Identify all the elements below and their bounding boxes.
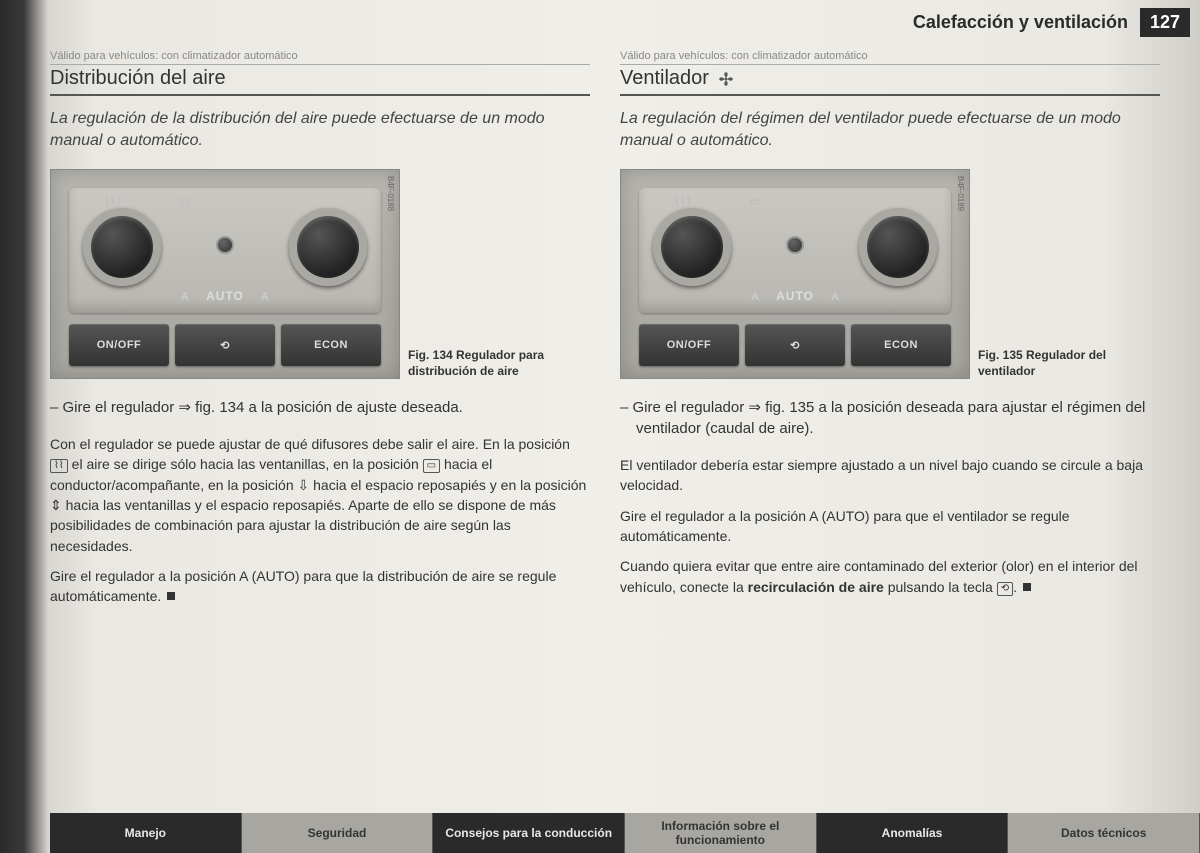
page-number: 127 <box>1140 8 1190 37</box>
updown-arrow-icon: ⇕ <box>50 497 62 513</box>
center-sensor <box>216 236 234 254</box>
right-column: Válido para vehículos: con climatizador … <box>620 50 1160 793</box>
footer-tabs: Manejo Seguridad Consejos para la conduc… <box>50 813 1200 853</box>
down-arrow-icon: ⇩ <box>298 477 310 493</box>
body-paragraph: Gire el regulador a la posición A (AUTO)… <box>50 566 590 607</box>
button-row: ON/OFF ⟲ ECON <box>639 324 951 366</box>
defrost-inline-icon: ⌇⌇ <box>50 459 68 473</box>
instruction-step: – Gire el regulador ⇒ fig. 134 a la posi… <box>50 397 590 418</box>
tab-manejo: Manejo <box>50 813 242 853</box>
left-column: Válido para vehículos: con climatizador … <box>50 50 590 793</box>
tab-consejos: Consejos para la conducción <box>433 813 625 853</box>
auto-label: AUTO <box>206 289 244 303</box>
a-label: A <box>181 291 189 303</box>
onoff-button: ON/OFF <box>69 324 169 366</box>
figure-135: B4F-0189 ⌇⌇⌇ ▭ A AUTO A ON/OFF ⟲ <box>620 169 1160 379</box>
fan-icon <box>717 70 735 88</box>
end-mark-icon <box>167 592 175 600</box>
figure-134: B4F-0188 ⌇⌇⌇ ▭ A AUTO A ON/OFF ⟲ <box>50 169 590 379</box>
figure-caption: Fig. 134 Regulador para distribución de … <box>408 348 548 379</box>
tab-informacion: Información sobre el funcionamiento <box>625 813 817 853</box>
center-sensor <box>786 236 804 254</box>
validity-note: Válido para vehículos: con climatizador … <box>620 50 1160 65</box>
panel-top: ⌇⌇⌇ ▭ A AUTO A <box>639 188 951 313</box>
face-vent-inline-icon: ▭ <box>423 459 440 473</box>
vent-icon: ▭ <box>749 194 760 208</box>
body-paragraph: Cuando quiera evitar que entre aire cont… <box>620 556 1160 597</box>
tab-anomalias: Anomalías <box>817 813 1009 853</box>
body-paragraph: El ventilador debería estar siempre ajus… <box>620 455 1160 496</box>
recirc-button: ⟲ <box>745 324 845 366</box>
recirc-inline-icon: ⟲ <box>997 582 1013 596</box>
defrost-icon: ⌇⌇⌇ <box>674 194 692 208</box>
econ-button: ECON <box>851 324 951 366</box>
figure-caption: Fig. 135 Regulador del ventilador <box>978 348 1118 379</box>
title-text: Ventilador <box>620 67 709 90</box>
page-header: Calefacción y ventilación 127 <box>913 8 1190 37</box>
instruction-step: – Gire el regulador ⇒ fig. 135 a la posi… <box>620 397 1160 439</box>
title-text: Distribución del aire <box>50 67 226 90</box>
econ-button: ECON <box>281 324 381 366</box>
a-label: A <box>831 291 839 303</box>
button-row: ON/OFF ⟲ ECON <box>69 324 381 366</box>
vent-icon: ▭ <box>179 194 190 208</box>
panel-top: ⌇⌇⌇ ▭ A AUTO A <box>69 188 381 313</box>
validity-note: Válido para vehículos: con climatizador … <box>50 50 590 65</box>
lead-text: La regulación del régimen del ventilador… <box>620 108 1160 151</box>
recirc-button: ⟲ <box>175 324 275 366</box>
defrost-icon: ⌇⌇⌇ <box>104 194 122 208</box>
onoff-button: ON/OFF <box>639 324 739 366</box>
figure-ref-tag: B4F-0188 <box>386 176 395 211</box>
chapter-title: Calefacción y ventilación <box>913 12 1128 33</box>
bold-text: recirculación de aire <box>748 579 884 595</box>
left-knob <box>653 208 731 286</box>
end-mark-icon <box>1023 583 1031 591</box>
body-paragraph: Con el regulador se puede ajustar de qué… <box>50 434 590 556</box>
climate-panel-illustration: B4F-0188 ⌇⌇⌇ ▭ A AUTO A ON/OFF ⟲ <box>50 169 400 379</box>
section-title-air-distribution: Distribución del aire <box>50 67 590 96</box>
climate-panel-illustration: B4F-0189 ⌇⌇⌇ ▭ A AUTO A ON/OFF ⟲ <box>620 169 970 379</box>
section-title-fan: Ventilador <box>620 67 1160 96</box>
body-paragraph: Gire el regulador a la posición A (AUTO)… <box>620 506 1160 547</box>
tab-datos: Datos técnicos <box>1008 813 1200 853</box>
auto-label: AUTO <box>776 289 814 303</box>
right-knob <box>859 208 937 286</box>
a-label: A <box>261 291 269 303</box>
a-label: A <box>751 291 759 303</box>
left-knob <box>83 208 161 286</box>
lead-text: La regulación de la distribución del air… <box>50 108 590 151</box>
right-knob <box>289 208 367 286</box>
tab-seguridad: Seguridad <box>242 813 434 853</box>
figure-ref-tag: B4F-0189 <box>956 176 965 211</box>
